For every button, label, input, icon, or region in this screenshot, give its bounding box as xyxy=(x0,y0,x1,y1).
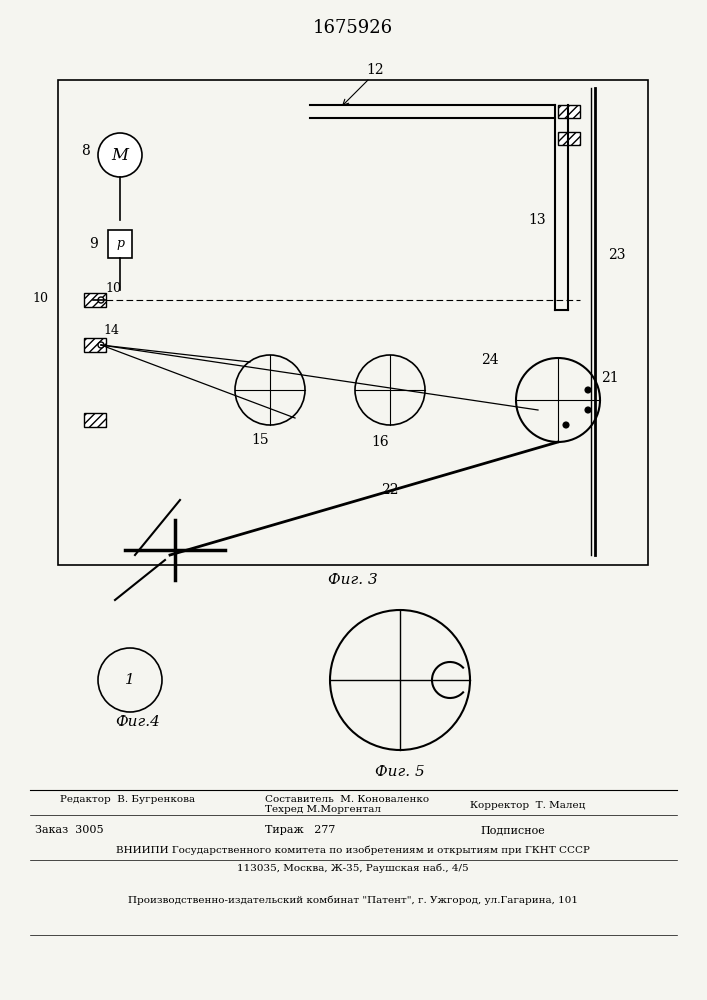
Circle shape xyxy=(98,342,104,348)
Text: 21: 21 xyxy=(601,371,619,385)
Text: Фиг.4: Фиг.4 xyxy=(115,715,160,729)
Bar xyxy=(108,230,132,258)
Text: Редактор  В. Бугренкова: Редактор В. Бугренкова xyxy=(60,796,195,804)
Circle shape xyxy=(585,407,591,413)
Text: Составитель  М. Коноваленко: Составитель М. Коноваленко xyxy=(265,796,429,804)
Text: Заказ  3005: Заказ 3005 xyxy=(35,825,104,835)
Text: Фиг. 3: Фиг. 3 xyxy=(328,573,378,587)
Text: 113035, Москва, Ж-35, Раушская наб., 4/5: 113035, Москва, Ж-35, Раушская наб., 4/5 xyxy=(237,863,469,873)
Text: Корректор  Т. Малец: Корректор Т. Малец xyxy=(470,800,585,810)
Circle shape xyxy=(98,297,104,303)
Text: 1: 1 xyxy=(125,673,135,687)
Circle shape xyxy=(585,387,591,393)
Text: 1675926: 1675926 xyxy=(313,19,393,37)
Text: 14: 14 xyxy=(103,324,119,338)
Bar xyxy=(558,105,580,118)
Bar xyxy=(84,413,106,427)
Text: р: р xyxy=(116,237,124,250)
Text: 16: 16 xyxy=(371,435,389,449)
Bar xyxy=(84,293,106,307)
Text: 9: 9 xyxy=(90,237,98,251)
Text: 10: 10 xyxy=(105,282,121,294)
Bar xyxy=(58,80,648,565)
Text: Техред М.Моргентал: Техред М.Моргентал xyxy=(265,806,381,814)
Text: ВНИИПИ Государственного комитета по изобретениям и открытиям при ГКНТ СССР: ВНИИПИ Государственного комитета по изоб… xyxy=(116,845,590,855)
Bar xyxy=(84,338,106,352)
Text: 15: 15 xyxy=(251,433,269,447)
Text: Производственно-издательский комбинат "Патент", г. Ужгород, ул.Гагарина, 101: Производственно-издательский комбинат "П… xyxy=(128,895,578,905)
Text: 12: 12 xyxy=(366,63,384,77)
Text: 23: 23 xyxy=(608,248,626,262)
Bar xyxy=(558,132,580,145)
Text: 22: 22 xyxy=(381,483,399,497)
Text: Тираж   277: Тираж 277 xyxy=(265,825,335,835)
Text: 10: 10 xyxy=(32,292,48,304)
Text: 24: 24 xyxy=(481,353,499,367)
Text: Подписное: Подписное xyxy=(480,825,545,835)
Text: 8: 8 xyxy=(81,144,90,158)
Text: M: M xyxy=(112,146,129,163)
Text: 13: 13 xyxy=(528,213,546,227)
Text: Фиг. 5: Фиг. 5 xyxy=(375,765,425,779)
Circle shape xyxy=(98,133,142,177)
Circle shape xyxy=(563,422,569,428)
